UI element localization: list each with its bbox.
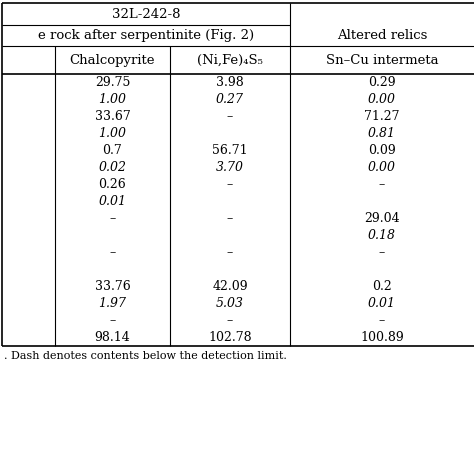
Text: 0.29: 0.29	[368, 76, 396, 89]
Text: 32L-242-8: 32L-242-8	[112, 8, 180, 20]
Text: 3.70: 3.70	[216, 161, 244, 174]
Text: 98.14: 98.14	[95, 331, 130, 344]
Text: 42.09: 42.09	[212, 280, 248, 293]
Text: 0.00: 0.00	[368, 93, 396, 106]
Text: –: –	[379, 314, 385, 327]
Text: 33.67: 33.67	[95, 110, 130, 123]
Text: Chalcopyrite: Chalcopyrite	[70, 54, 155, 66]
Text: 5.03: 5.03	[216, 297, 244, 310]
Text: 0.27: 0.27	[216, 93, 244, 106]
Text: 29.75: 29.75	[95, 76, 130, 89]
Text: –: –	[227, 110, 233, 123]
Text: Altered relics: Altered relics	[337, 29, 427, 42]
Text: –: –	[379, 178, 385, 191]
Text: –: –	[109, 314, 116, 327]
Text: Sn–Cu intermeta: Sn–Cu intermeta	[326, 54, 438, 66]
Text: . Dash denotes contents below the detection limit.: . Dash denotes contents below the detect…	[4, 351, 287, 361]
Text: e rock after serpentinite (Fig. 2): e rock after serpentinite (Fig. 2)	[38, 29, 254, 42]
Text: 0.26: 0.26	[99, 178, 127, 191]
Text: 33.76: 33.76	[95, 280, 130, 293]
Text: 0.02: 0.02	[99, 161, 127, 174]
Text: –: –	[379, 246, 385, 259]
Text: 29.04: 29.04	[364, 212, 400, 225]
Text: 100.89: 100.89	[360, 331, 404, 344]
Text: 3.98: 3.98	[216, 76, 244, 89]
Text: 0.7: 0.7	[103, 144, 122, 157]
Text: 71.27: 71.27	[364, 110, 400, 123]
Text: –: –	[227, 246, 233, 259]
Text: –: –	[109, 246, 116, 259]
Text: –: –	[109, 212, 116, 225]
Text: 0.81: 0.81	[368, 127, 396, 140]
Text: 102.78: 102.78	[208, 331, 252, 344]
Text: 1.97: 1.97	[99, 297, 127, 310]
Text: 1.00: 1.00	[99, 127, 127, 140]
Text: (Ni,Fe)₄S₅: (Ni,Fe)₄S₅	[197, 54, 263, 66]
Text: 0.18: 0.18	[368, 229, 396, 242]
Text: –: –	[227, 178, 233, 191]
Text: 0.01: 0.01	[368, 297, 396, 310]
Text: 0.09: 0.09	[368, 144, 396, 157]
Text: –: –	[227, 212, 233, 225]
Text: 1.00: 1.00	[99, 93, 127, 106]
Text: 0.2: 0.2	[372, 280, 392, 293]
Text: 0.01: 0.01	[99, 195, 127, 208]
Text: 56.71: 56.71	[212, 144, 248, 157]
Text: –: –	[227, 314, 233, 327]
Text: 0.00: 0.00	[368, 161, 396, 174]
